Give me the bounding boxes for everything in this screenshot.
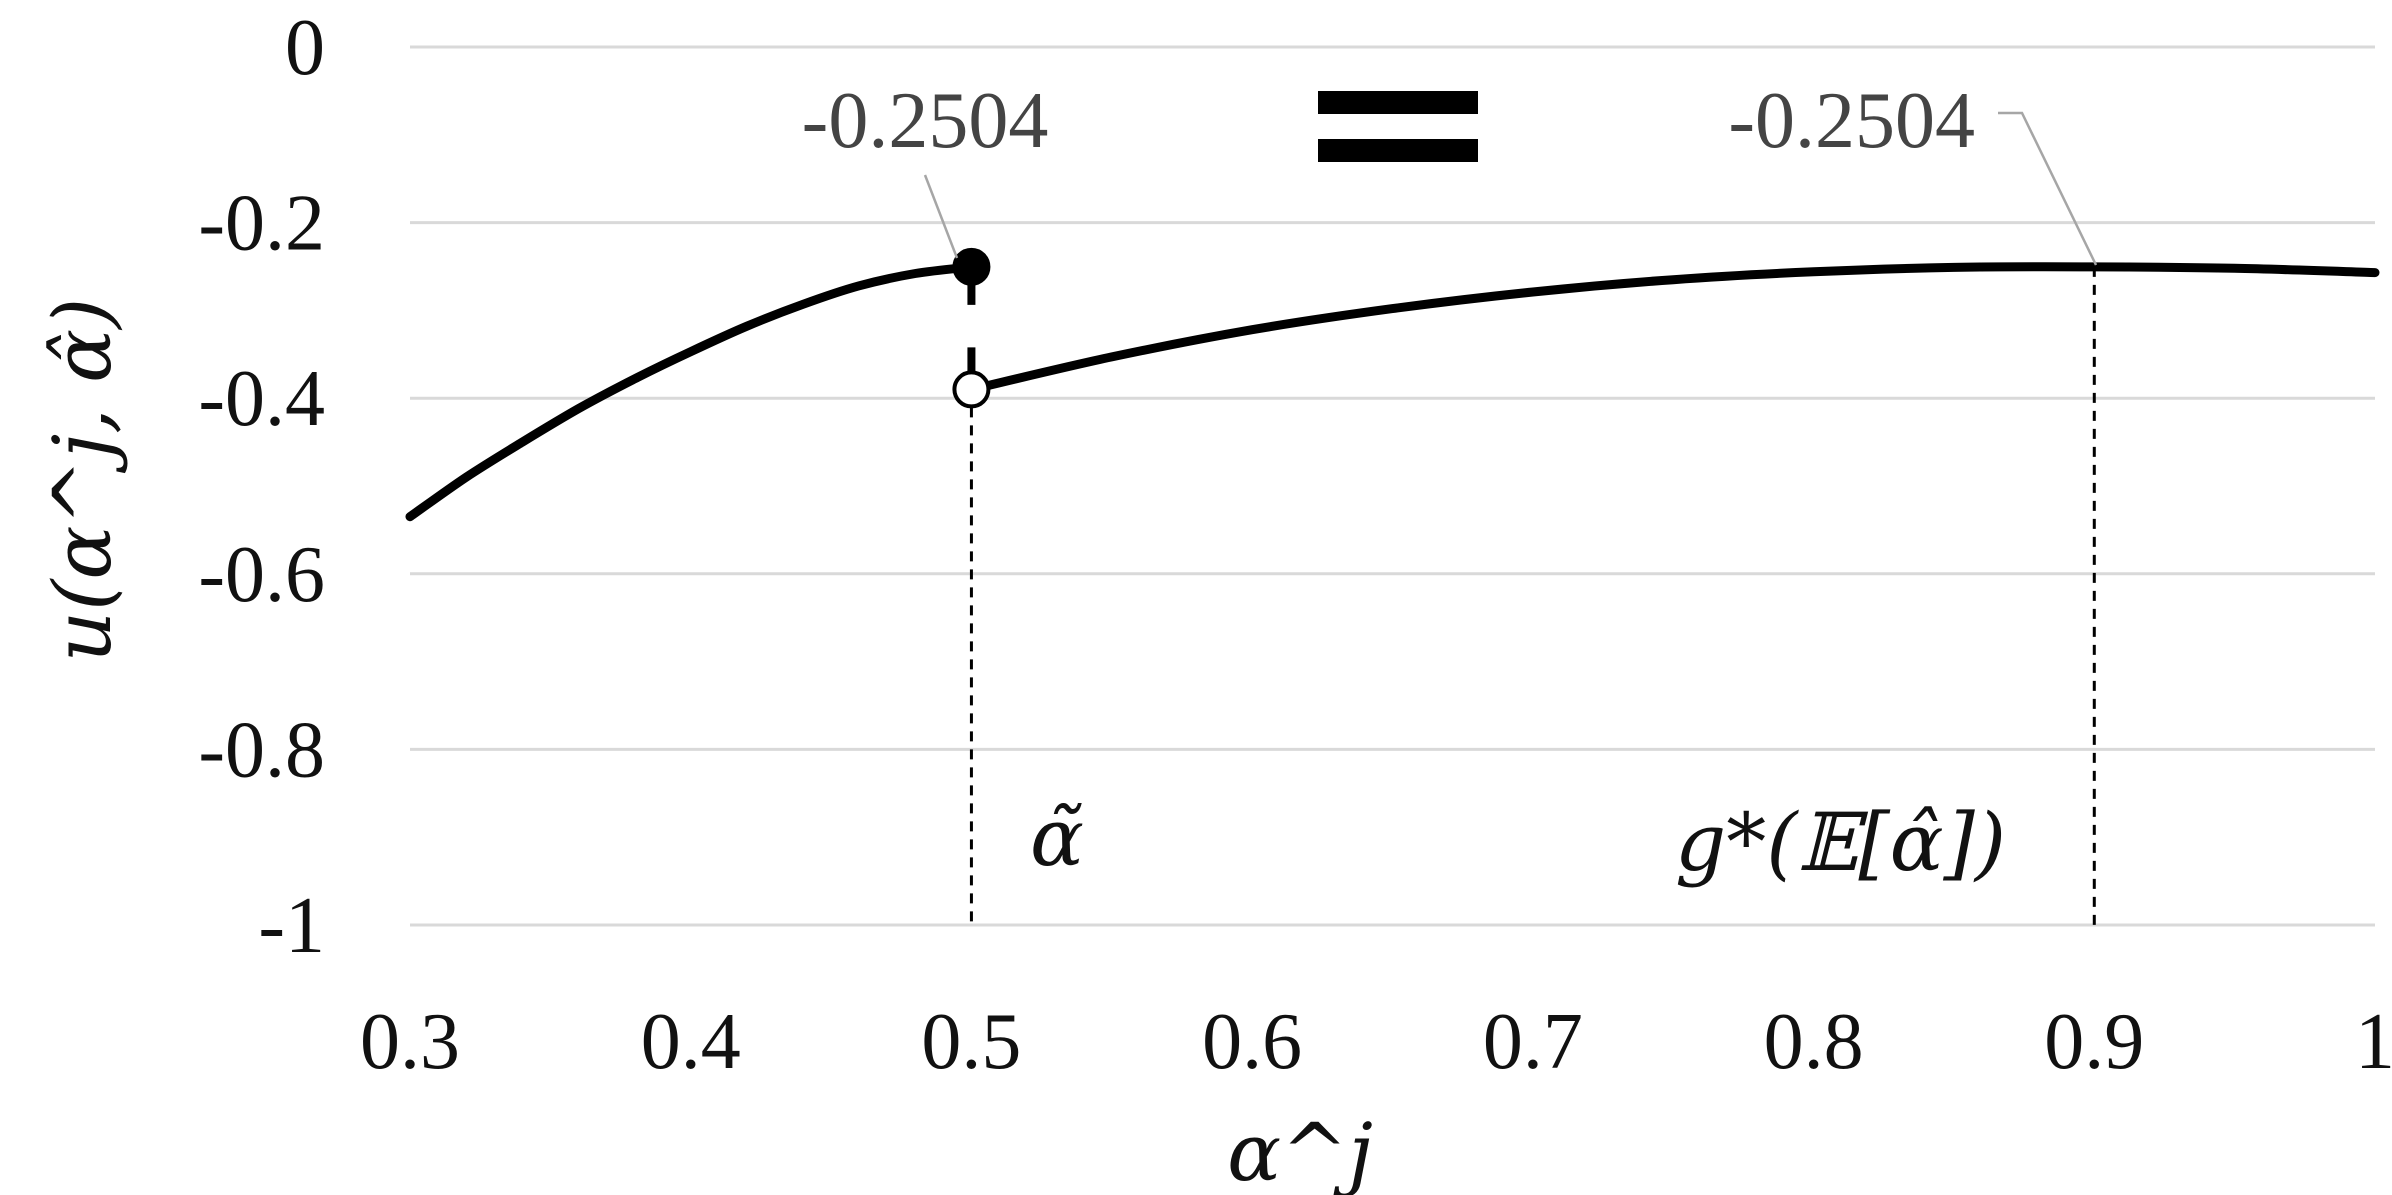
x-axis-ticks: 0.3 0.4 0.5 0.6 0.7 0.8 0.9 1 bbox=[360, 998, 2392, 1086]
x-tick-label: 0.7 bbox=[1483, 998, 1583, 1086]
x-tick-label: 1 bbox=[2355, 998, 2392, 1086]
x-tick-label: 0.9 bbox=[2044, 998, 2144, 1086]
y-tick-label: 0 bbox=[285, 4, 325, 92]
series-line-left bbox=[405, 262, 976, 522]
x-tick-label: 0.5 bbox=[921, 998, 1021, 1086]
y-tick-label: -1 bbox=[258, 882, 325, 970]
vertical-guides bbox=[969, 266, 2096, 925]
y-tick-label: -0.8 bbox=[198, 706, 325, 794]
x-tick-label: 0.4 bbox=[641, 998, 741, 1086]
equals-symbol bbox=[1318, 91, 1478, 162]
g-star-label: g*(𝔼[α̂]) bbox=[1675, 796, 2006, 889]
y-axis-label: u(α^j, α̂) bbox=[36, 298, 129, 663]
y-tick-label: -0.4 bbox=[198, 355, 325, 443]
x-tick-label: 0.8 bbox=[1764, 998, 1864, 1086]
endpoint-markers bbox=[952, 247, 991, 409]
open-endpoint-marker bbox=[952, 370, 991, 409]
y-axis-ticks: 0 -0.2 -0.4 -0.6 -0.8 -1 bbox=[198, 4, 325, 970]
annotation-leader-right bbox=[1998, 111, 2098, 266]
gridlines bbox=[410, 45, 2375, 927]
x-axis-label: α^j bbox=[1227, 1106, 1373, 1195]
y-tick-label: -0.2 bbox=[198, 180, 325, 268]
equals-symbol-text: = bbox=[0, 0, 1, 1]
filled-endpoint-marker bbox=[952, 247, 991, 286]
annotation-label-left: -0.2504 bbox=[802, 77, 1049, 165]
alpha-tilde-label: α̃ bbox=[1030, 791, 1084, 884]
x-tick-label: 0.6 bbox=[1202, 998, 1302, 1086]
series-curves bbox=[405, 262, 2380, 522]
annotation-label-right: -0.2504 bbox=[1728, 77, 1975, 165]
annotation-leader-left bbox=[923, 174, 959, 259]
y-tick-label: -0.6 bbox=[198, 531, 325, 619]
series-line-right bbox=[966, 262, 2380, 394]
x-tick-label: 0.3 bbox=[360, 998, 460, 1086]
